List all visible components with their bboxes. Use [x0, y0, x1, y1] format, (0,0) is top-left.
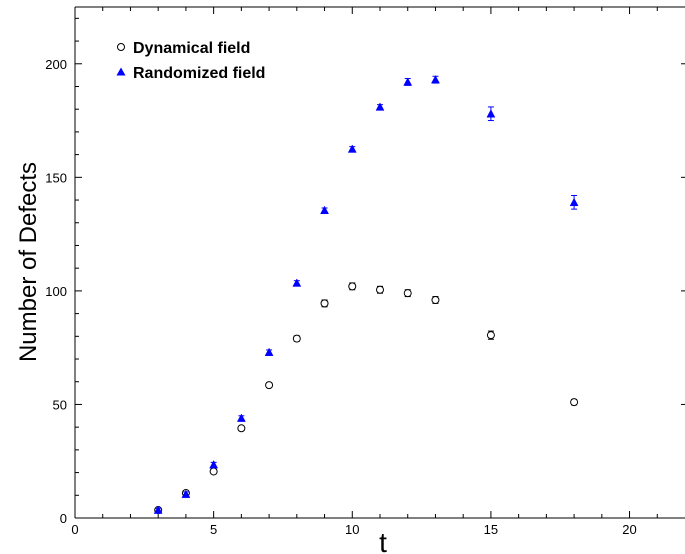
- data-point: [153, 505, 163, 514]
- data-point: [403, 77, 413, 86]
- series-randomized-field: [153, 75, 579, 514]
- y-tick-label: 200: [45, 57, 67, 72]
- legend-label: Dynamical field: [133, 40, 250, 57]
- data-point: [209, 460, 219, 469]
- data-point: [375, 102, 385, 111]
- data-point: [236, 413, 246, 422]
- data-series: [153, 75, 579, 515]
- data-point: [265, 381, 274, 390]
- x-tick-label: 5: [210, 522, 217, 537]
- x-tick-label: 15: [484, 522, 498, 537]
- data-point: [237, 424, 246, 433]
- data-point: [376, 285, 384, 294]
- legend-marker: [117, 43, 125, 51]
- y-axis-title: Number of Defects: [15, 162, 42, 362]
- x-tick-label: 20: [622, 522, 636, 537]
- y-tick-label: 150: [45, 170, 67, 185]
- data-point: [292, 334, 301, 343]
- data-point: [569, 197, 579, 207]
- x-tick-label: 0: [71, 522, 78, 537]
- x-tick-label: 10: [345, 522, 359, 537]
- data-point: [264, 347, 274, 356]
- y-tick-label: 50: [53, 397, 67, 412]
- series-dynamical-field: [154, 282, 579, 515]
- data-point: [403, 289, 412, 298]
- data-point: [209, 467, 218, 476]
- data-point: [431, 75, 440, 84]
- plot-frame: [74, 6, 685, 519]
- data-point: [347, 144, 357, 153]
- data-point: [431, 295, 440, 304]
- legend-label: Randomized field: [133, 65, 265, 82]
- data-point: [486, 331, 495, 340]
- data-point: [292, 278, 302, 287]
- legend-marker: [116, 67, 126, 76]
- data-point: [320, 205, 329, 215]
- data-point: [486, 109, 496, 118]
- legend: Dynamical field Randomized field: [116, 40, 265, 82]
- data-point: [348, 282, 357, 291]
- data-point: [320, 299, 329, 308]
- axis-ticks: [74, 7, 685, 519]
- y-tick-label: 100: [45, 284, 67, 299]
- x-axis-title: t: [379, 527, 387, 554]
- data-point: [570, 398, 579, 407]
- y-tick-label: 0: [60, 511, 67, 526]
- data-point: [181, 489, 191, 498]
